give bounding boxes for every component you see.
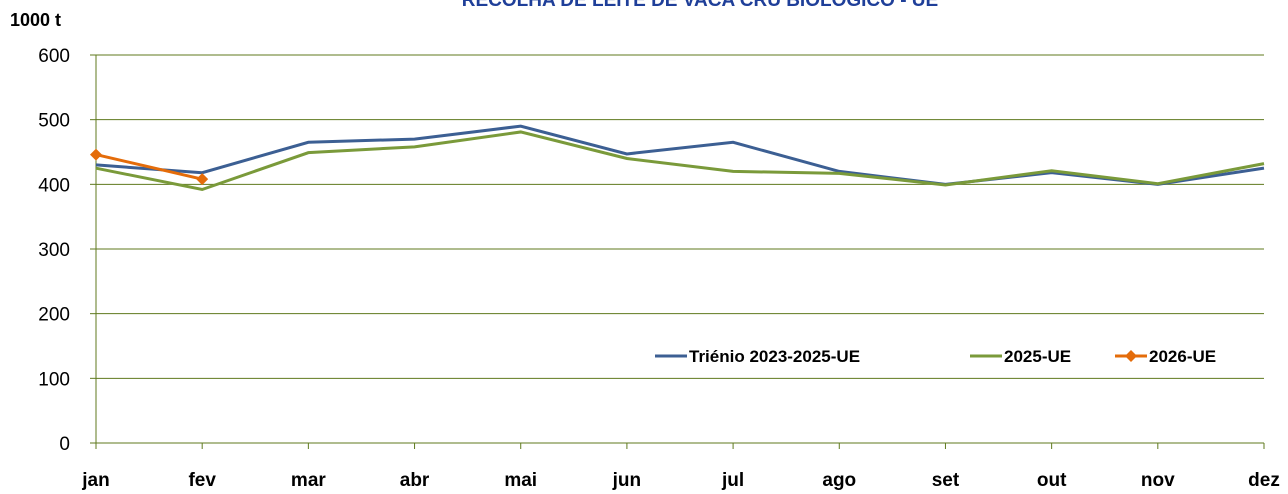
legend-marker [1125,350,1137,362]
y-tick-label: 0 [59,434,70,455]
x-tick-label: dez [1248,470,1280,491]
point-marker [196,173,209,186]
y-axis-label: 1000 t [10,10,61,30]
x-tick-label: abr [400,470,430,491]
x-tick-label: set [932,470,960,491]
y-tick-label: 500 [38,111,70,132]
x-tick-label: mai [504,470,537,491]
point-marker [90,148,102,161]
y-tick-label: 300 [38,240,70,261]
legend-label: Triénio 2023-2025-UE [689,347,860,366]
legend-label: 2026-UE [1149,347,1216,366]
series-line [95,124,1265,186]
x-tick-label: mar [291,470,326,491]
x-tick-label: fev [188,470,216,491]
y-tick-label: 400 [38,175,70,196]
x-tick-label: jan [81,470,109,491]
x-tick-label: nov [1141,470,1175,491]
y-tick-label: 200 [38,305,70,326]
series-line [95,153,203,181]
chart-title: RECOLHA DE LEITE DE VACA CRU BIOLÓGICO -… [462,0,938,11]
y-tick-label: 100 [38,369,70,390]
series-line [95,130,1265,192]
legend-label: 2025-UE [1004,347,1071,366]
x-tick-label: ago [822,470,856,491]
y-tick-label: 600 [38,46,70,67]
x-tick-label: jun [612,470,642,491]
x-tick-label: out [1037,470,1067,491]
x-tick-label: jul [721,470,744,491]
